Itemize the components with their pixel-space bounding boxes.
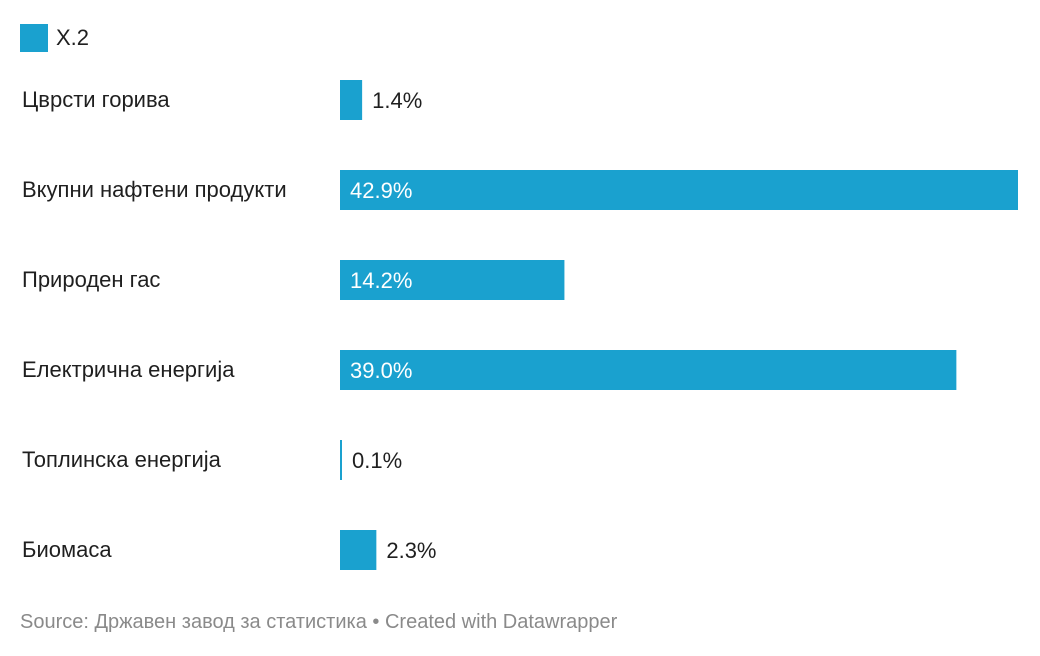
value-label: 42.9% — [350, 178, 412, 203]
bar — [340, 350, 957, 390]
bar — [340, 80, 363, 120]
value-label: 14.2% — [350, 268, 412, 293]
value-label: 1.4% — [372, 88, 422, 113]
legend: X.2 — [20, 24, 89, 52]
legend-label: X.2 — [56, 25, 90, 50]
source-text: Source: Државен завод за статистика — [20, 611, 367, 633]
bar — [340, 260, 565, 300]
legend-swatch — [20, 24, 48, 52]
category-label: Вкупни нафтени продукти — [22, 177, 287, 202]
category-label: Топлинска енергија — [22, 447, 222, 472]
category-label: Природен гас — [22, 267, 160, 292]
bar — [340, 170, 1018, 210]
bar — [340, 530, 377, 570]
value-label: 0.1% — [352, 448, 402, 473]
credit-text: Created with Datawrapper — [384, 611, 618, 633]
category-label: Цврсти горива — [22, 87, 170, 112]
value-label: 39.0% — [350, 358, 412, 383]
source-separator: • — [372, 611, 380, 633]
value-label: 2.3% — [386, 538, 436, 563]
category-label: Електрична енергија — [22, 357, 235, 382]
bar — [340, 440, 342, 480]
source-line: Source: Државен завод за статистика • Cr… — [20, 608, 617, 636]
category-label: Биомаса — [22, 537, 112, 562]
